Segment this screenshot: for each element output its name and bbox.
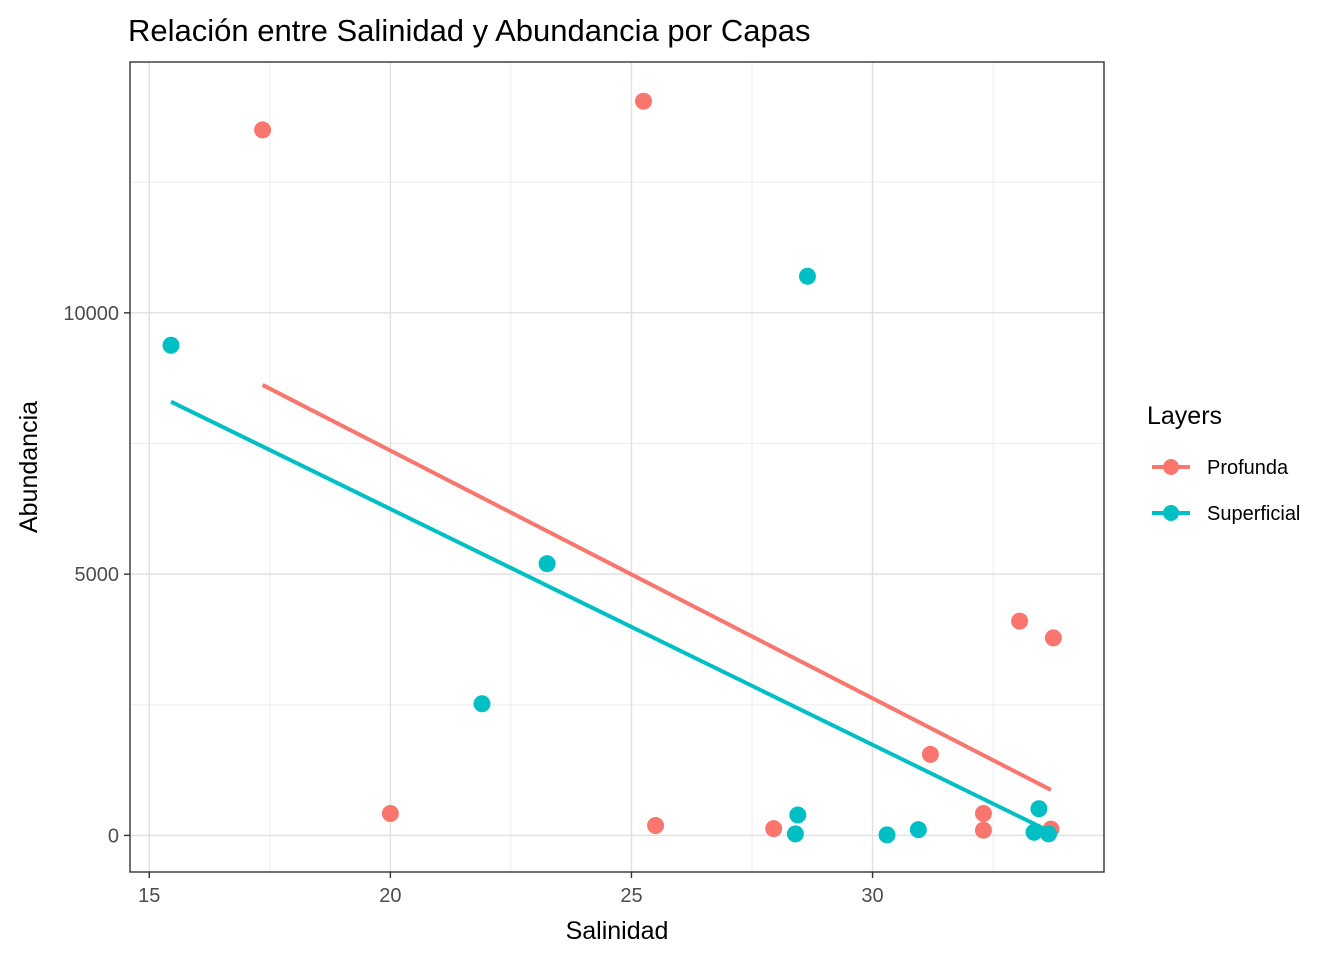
major-grid	[130, 62, 1104, 872]
data-point-profunda	[921, 745, 939, 763]
data-point-profunda	[974, 821, 992, 839]
x-tick-label: 15	[138, 885, 160, 907]
data-point-profunda	[1011, 612, 1029, 630]
y-tick-label: 10000	[63, 303, 119, 325]
data-point-profunda	[381, 804, 399, 822]
legend-label-profunda: Profunda	[1207, 457, 1289, 479]
x-tick-label: 30	[861, 885, 883, 907]
trend-lines	[170, 383, 1052, 832]
plot-panel-border	[129, 61, 1105, 873]
data-point-superficial	[1030, 800, 1048, 818]
x-tick-label: 20	[379, 885, 401, 907]
legend-dot-profunda	[1163, 459, 1179, 475]
legend-label-superficial: Superficial	[1207, 503, 1300, 525]
x-axis: 15 20 25 30	[138, 872, 884, 907]
data-point-profunda	[1044, 629, 1062, 647]
data-point-profunda	[974, 804, 992, 822]
data-point-profunda	[647, 816, 665, 834]
legend: Layers Profunda Superficial	[1147, 402, 1300, 525]
trend-line-profunda	[261, 383, 1052, 792]
data-point-superficial	[473, 695, 491, 713]
data-point-superficial	[786, 825, 804, 843]
y-tick-label: 5000	[75, 564, 120, 586]
data-point-superficial	[1040, 825, 1058, 843]
trend-line-superficial	[170, 399, 1048, 832]
data-point-superficial	[878, 826, 896, 844]
y-axis: 0 5000 10000	[63, 303, 130, 847]
chart-title: Relación entre Salinidad y Abundancia po…	[128, 13, 810, 48]
x-tick-label: 25	[620, 885, 642, 907]
minor-grid	[130, 62, 1104, 872]
data-point-profunda	[254, 121, 272, 139]
x-axis-title: Salinidad	[566, 917, 669, 945]
y-axis-title: Abundancia	[15, 401, 43, 533]
y-tick-label: 0	[108, 825, 119, 847]
legend-title: Layers	[1147, 402, 1222, 430]
data-point-superficial	[798, 267, 816, 285]
data-point-profunda	[635, 92, 653, 110]
data-point-superficial	[162, 336, 180, 354]
legend-dot-superficial	[1163, 505, 1179, 521]
data-point-superficial	[538, 555, 556, 573]
data-point-superficial	[909, 821, 927, 839]
data-point-superficial	[1025, 823, 1043, 841]
data-points	[162, 92, 1062, 844]
data-point-profunda	[765, 820, 783, 838]
data-point-superficial	[789, 806, 807, 824]
legend-item-profunda: Profunda	[1152, 457, 1289, 479]
legend-item-superficial: Superficial	[1152, 503, 1300, 525]
